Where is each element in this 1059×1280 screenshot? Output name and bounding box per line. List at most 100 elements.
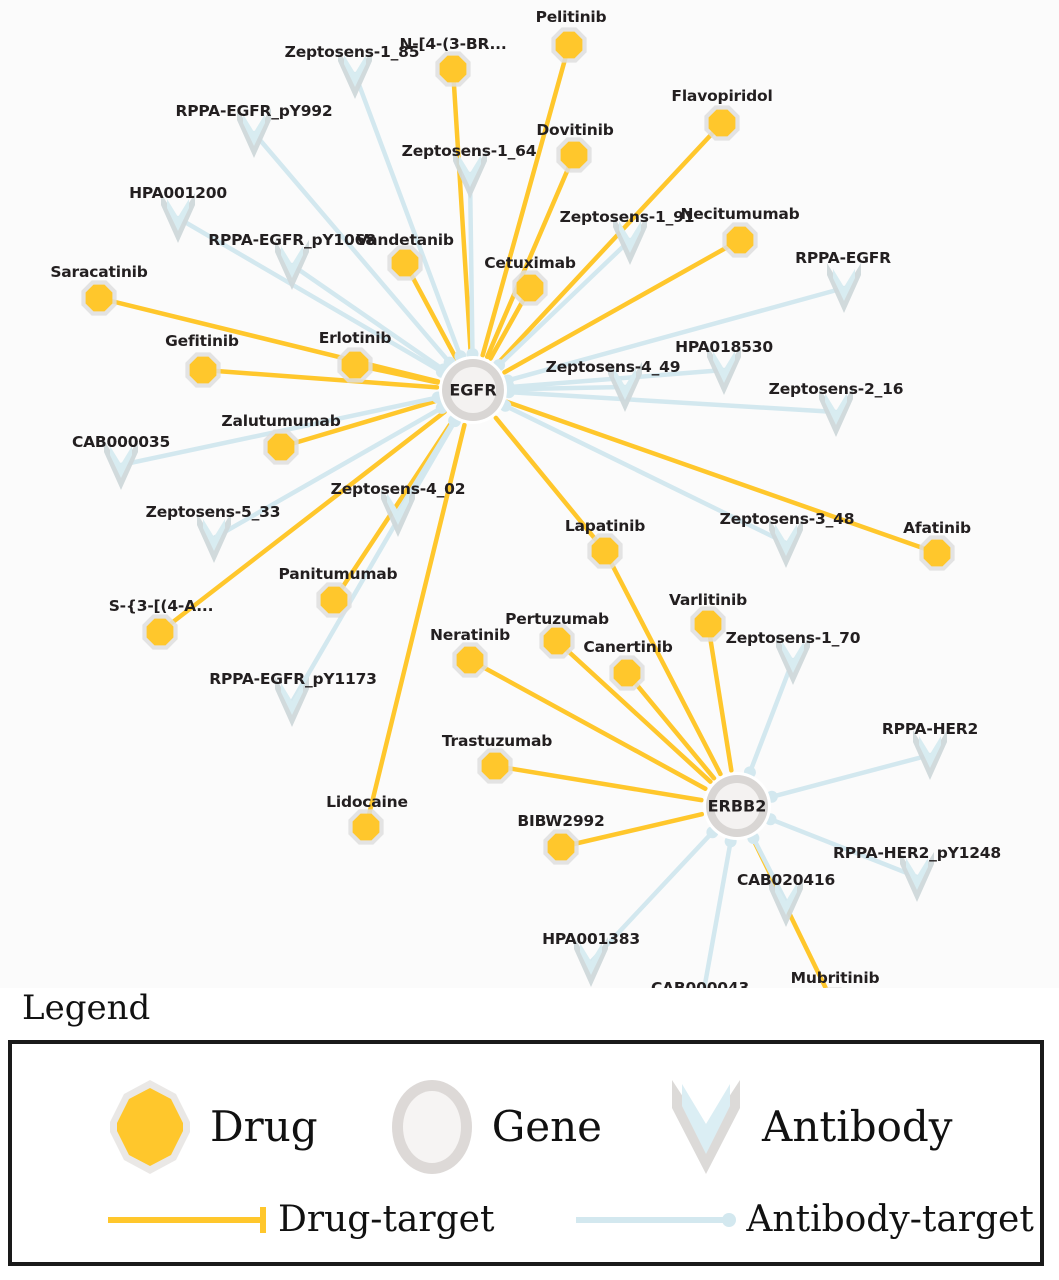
antibody-node[interactable] <box>776 635 810 685</box>
edge <box>558 811 705 850</box>
legend-label-antibody-target: Antibody-target <box>746 1199 1034 1240</box>
edge <box>480 42 572 358</box>
edge <box>502 237 743 375</box>
edge <box>588 830 715 965</box>
antibody-node[interactable] <box>338 49 372 99</box>
edge <box>496 237 633 368</box>
antibody-node[interactable] <box>453 149 487 199</box>
drug-node[interactable] <box>185 352 221 388</box>
antibody-node[interactable] <box>913 730 947 780</box>
drug-node[interactable] <box>263 429 299 465</box>
edge-layer <box>96 42 940 995</box>
drug-node[interactable] <box>81 280 117 316</box>
legend-label-gene: Gene <box>491 1102 602 1151</box>
legend-item-gene: Gene <box>386 1074 602 1180</box>
edge <box>492 763 704 803</box>
drug-node[interactable] <box>142 614 178 650</box>
antibody-target-edge-icon <box>576 1213 737 1227</box>
edge <box>157 409 447 635</box>
edge <box>506 384 628 392</box>
gene-node[interactable] <box>703 772 771 840</box>
drug-target-edge-icon <box>108 1207 266 1233</box>
node-layer <box>81 27 955 995</box>
drug-node[interactable] <box>316 582 352 618</box>
network-svg <box>81 27 955 995</box>
drug-node[interactable] <box>512 270 548 306</box>
antibody-node[interactable] <box>707 345 741 395</box>
edge <box>484 152 577 360</box>
edge <box>251 130 452 365</box>
edge <box>747 657 796 775</box>
antibody-node[interactable] <box>275 677 309 727</box>
antibody-vshape-icon <box>672 1080 740 1174</box>
legend-item-drug-target: Drug-target <box>104 1202 494 1238</box>
drug-node[interactable] <box>348 809 384 845</box>
antibody-node[interactable] <box>381 487 415 537</box>
edge <box>175 215 445 375</box>
edge <box>493 415 608 554</box>
antibody-node[interactable] <box>769 518 803 568</box>
drug-node[interactable] <box>543 829 579 865</box>
edge <box>504 399 940 556</box>
edge <box>467 657 708 791</box>
antibody-node[interactable] <box>608 362 642 412</box>
network-canvas: Zeptosens-1_85 RPPA-EGFR_pY992 HPA001200 RP… <box>50 8 1002 997</box>
antibody-node[interactable] <box>104 440 138 490</box>
edge <box>278 397 441 450</box>
drug-node[interactable] <box>551 27 587 63</box>
drug-node[interactable] <box>609 655 645 691</box>
drug-node[interactable] <box>477 748 513 784</box>
gene-node[interactable] <box>439 356 507 424</box>
edge <box>96 295 441 384</box>
edge <box>505 285 847 383</box>
edge <box>506 389 839 415</box>
drug-node[interactable] <box>704 105 740 141</box>
edge <box>751 835 789 905</box>
edge <box>768 816 920 880</box>
legend-edge-row: Drug-target Antibody-target <box>104 1202 1034 1238</box>
antibody-node[interactable] <box>197 513 231 563</box>
gene-circle-icon <box>391 1080 472 1174</box>
legend-label-drug: Drug <box>210 1102 318 1151</box>
edge <box>363 422 467 830</box>
drug-node[interactable] <box>722 222 758 258</box>
drug-node[interactable] <box>690 606 726 642</box>
drug-node[interactable] <box>919 535 955 571</box>
edge <box>200 367 440 390</box>
antibody-node[interactable] <box>275 240 309 290</box>
drug-node[interactable] <box>387 245 423 281</box>
edge <box>211 405 444 541</box>
antibody-node[interactable] <box>900 852 934 902</box>
drug-node[interactable] <box>337 347 373 383</box>
edge <box>624 670 717 781</box>
legend-label-drug-target: Drug-target <box>278 1199 495 1240</box>
edge <box>495 120 725 366</box>
legend-item-antibody: Antibody <box>660 1074 952 1180</box>
legend-item-antibody-target: Antibody-target <box>572 1199 1034 1240</box>
edge <box>352 71 463 359</box>
antibody-node[interactable] <box>827 263 861 313</box>
antibody-node[interactable] <box>237 108 271 158</box>
legend: Legend Drug Gene <box>0 988 1059 1280</box>
antibody-node[interactable] <box>574 937 608 987</box>
antibody-node[interactable] <box>161 193 195 243</box>
legend-item-drug: Drug <box>104 1074 318 1180</box>
drug-node[interactable] <box>435 51 471 87</box>
drug-node[interactable] <box>556 137 592 173</box>
drug-node[interactable] <box>452 642 488 678</box>
antibody-node[interactable] <box>819 387 853 437</box>
legend-title: Legend <box>22 988 151 1028</box>
antibody-node[interactable] <box>613 215 647 265</box>
drug-node[interactable] <box>587 533 623 569</box>
edge <box>769 752 933 800</box>
drug-octagon-icon <box>110 1080 190 1174</box>
edge <box>503 403 789 546</box>
drug-node[interactable] <box>539 623 575 659</box>
antibody-node[interactable] <box>769 877 803 927</box>
edge <box>450 66 474 357</box>
legend-box: Drug Gene Antibody <box>8 1040 1044 1266</box>
legend-label-antibody: Antibody <box>762 1102 953 1151</box>
edge <box>554 638 713 784</box>
edge <box>467 171 475 357</box>
legend-node-row: Drug Gene Antibody <box>104 1074 952 1180</box>
